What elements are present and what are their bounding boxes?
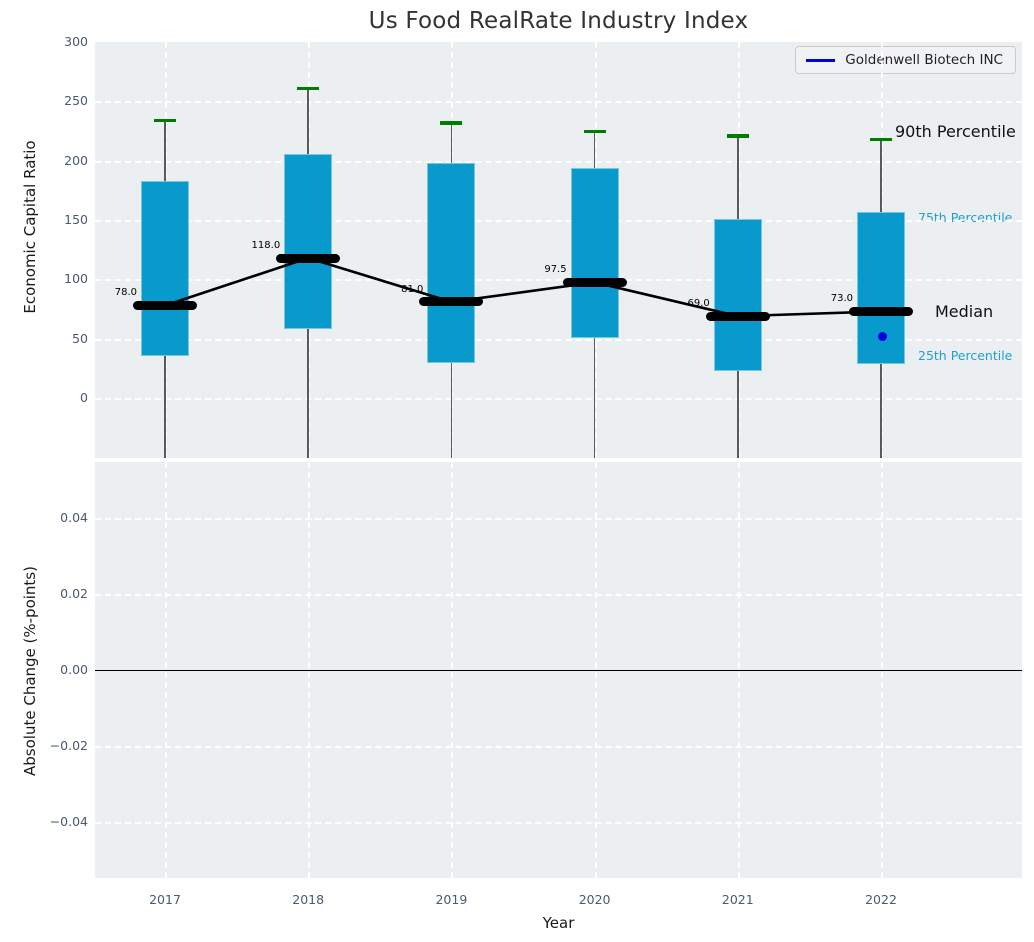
annotation-90th-percentile: 90th Percentile bbox=[895, 122, 1016, 141]
median-value-label-2022: 73.0 bbox=[830, 293, 853, 305]
cap-90th-percentile-2019 bbox=[440, 121, 463, 125]
bottom-y-tick: 0.00 bbox=[60, 662, 88, 677]
legend-line-icon bbox=[806, 58, 836, 62]
median-marker-2021 bbox=[705, 311, 770, 321]
annotation-median: Median bbox=[935, 302, 994, 321]
iqr-box-2020 bbox=[570, 168, 619, 339]
chart-title: Us Food RealRate Industry Index bbox=[368, 8, 749, 34]
x-tick-2021: 2021 bbox=[721, 892, 754, 907]
iqr-box-2019 bbox=[427, 163, 476, 364]
gridline-horizontal bbox=[95, 518, 1022, 521]
bottom-panel-absolute-change bbox=[95, 462, 1022, 878]
iqr-box-2021 bbox=[713, 218, 762, 371]
top-y-tick: 200 bbox=[64, 152, 88, 168]
top-panel-economic-capital-ratio: Goldenwell Biotech INC 90th Percentile 7… bbox=[95, 42, 1022, 458]
cap-90th-percentile-2020 bbox=[583, 129, 606, 134]
iqr-box-2017 bbox=[141, 180, 189, 356]
top-y-tick: 0 bbox=[80, 390, 88, 406]
top-y-tick: 50 bbox=[72, 330, 88, 346]
x-tick-2022: 2022 bbox=[865, 892, 897, 907]
cap-90th-percentile-2017 bbox=[154, 118, 176, 123]
median-value-label-2018: 118.0 bbox=[251, 240, 281, 251]
cap-90th-percentile-2018 bbox=[297, 86, 320, 91]
gridline-horizontal bbox=[95, 594, 1022, 597]
legend: Goldenwell Biotech INC bbox=[795, 46, 1016, 74]
median-value-label-2020: 97.5 bbox=[544, 264, 567, 276]
x-tick-2017: 2017 bbox=[149, 892, 181, 907]
x-tick-2020: 2020 bbox=[578, 892, 611, 907]
bottom-y-tick: −0.02 bbox=[49, 737, 88, 753]
median-value-label-2021: 69.0 bbox=[687, 298, 710, 310]
top-y-tick: 150 bbox=[64, 212, 88, 228]
top-y-tick: 100 bbox=[64, 271, 88, 287]
cap-90th-percentile-2022 bbox=[870, 137, 892, 142]
x-tick-2019: 2019 bbox=[435, 892, 468, 907]
median-value-label-2017: 78.0 bbox=[114, 287, 137, 299]
zero-reference-line bbox=[95, 670, 1022, 671]
median-marker-2018 bbox=[276, 253, 341, 263]
median-value-label-2019: 81.0 bbox=[401, 283, 424, 295]
bottom-y-tick: 0.04 bbox=[60, 510, 88, 526]
gridline-horizontal bbox=[95, 745, 1022, 748]
gridline-horizontal bbox=[95, 279, 1022, 282]
gridline-horizontal bbox=[95, 101, 1022, 104]
iqr-box-2018 bbox=[284, 153, 333, 330]
bottom-y-tick: −0.04 bbox=[49, 813, 88, 829]
top-y-tick: 250 bbox=[64, 93, 88, 109]
gridline-horizontal bbox=[95, 398, 1022, 401]
bottom-y-tick: 0.02 bbox=[60, 586, 88, 602]
gridline-horizontal bbox=[95, 160, 1022, 163]
top-y-tick: 300 bbox=[64, 34, 88, 49]
gridline-horizontal bbox=[95, 338, 1022, 341]
legend-label: Goldenwell Biotech INC bbox=[845, 52, 1003, 68]
x-axis-label: Year bbox=[542, 914, 575, 932]
cap-90th-percentile-2021 bbox=[726, 134, 749, 138]
company-data-point bbox=[877, 332, 887, 342]
x-tick-2018: 2018 bbox=[292, 892, 325, 907]
median-marker-2017 bbox=[133, 300, 197, 310]
median-marker-2019 bbox=[419, 297, 484, 307]
gridline-horizontal bbox=[95, 220, 1022, 223]
gridline-horizontal bbox=[95, 821, 1022, 824]
median-marker-2022 bbox=[849, 306, 913, 316]
median-marker-2020 bbox=[562, 277, 627, 287]
annotation-25th-percentile: 25th Percentile bbox=[918, 348, 1013, 363]
